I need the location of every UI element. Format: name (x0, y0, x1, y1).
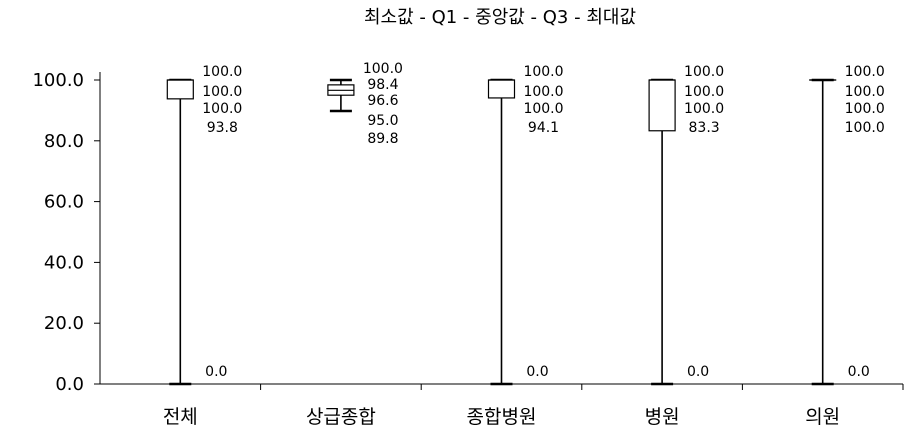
x-category-label: 의원 (805, 406, 840, 428)
y-tick-label: 60.0 (44, 192, 84, 213)
data-label: 83.3 (689, 120, 720, 136)
data-label-min: 0.0 (687, 364, 709, 380)
data-label-min: 0.0 (205, 364, 227, 380)
data-label-min: 0.0 (848, 364, 870, 380)
y-tick-label: 80.0 (44, 131, 84, 152)
data-label: 100.0 (684, 84, 724, 100)
iqr-box (167, 80, 193, 99)
iqr-box (649, 80, 675, 131)
data-label: 100.0 (845, 84, 885, 100)
data-label: 100.0 (363, 61, 403, 77)
y-tick-label: 20.0 (44, 313, 84, 334)
y-tick-label: 40.0 (44, 252, 84, 273)
data-label: 89.8 (367, 131, 398, 147)
data-label: 100.0 (523, 64, 563, 80)
data-label: 100.0 (523, 101, 563, 117)
y-tick-label: 100.0 (32, 70, 84, 91)
x-category-label: 상급종합 (306, 406, 376, 428)
chart-axes: 0.0 20.0 40.0 60.0 80.0 100.0 전체 상급종합 종합병원 병원 의원 (32, 70, 903, 428)
chart-marks: 100.0100.0100.093.80.0100.098.496.695.08… (167, 61, 884, 384)
data-label: 100.0 (845, 120, 885, 136)
data-label: 96.6 (367, 93, 398, 109)
x-category-label: 병원 (645, 406, 680, 428)
data-label: 100.0 (202, 101, 242, 117)
data-label: 100.0 (684, 101, 724, 117)
data-label: 100.0 (845, 64, 885, 80)
x-category-label: 종합병원 (467, 406, 537, 428)
data-label: 100.0 (202, 84, 242, 100)
x-category-label: 전체 (163, 406, 198, 428)
data-label-min: 0.0 (526, 364, 548, 380)
data-label: 98.4 (367, 77, 398, 93)
data-label: 93.8 (207, 120, 238, 136)
chart-title: 최소값 - Q1 - 중앙값 - Q3 - 최대값 (364, 7, 636, 28)
data-label: 100.0 (523, 84, 563, 100)
data-label: 100.0 (202, 64, 242, 80)
iqr-box (489, 80, 515, 98)
box-plot-item: 100.098.496.6 95.0 89.8 (328, 61, 403, 147)
data-label: 100.0 (845, 101, 885, 117)
data-label: 100.0 (684, 64, 724, 80)
y-tick-label: 0.0 (55, 374, 84, 395)
data-label: 95.0 (367, 113, 398, 129)
data-label: 94.1 (528, 120, 559, 136)
